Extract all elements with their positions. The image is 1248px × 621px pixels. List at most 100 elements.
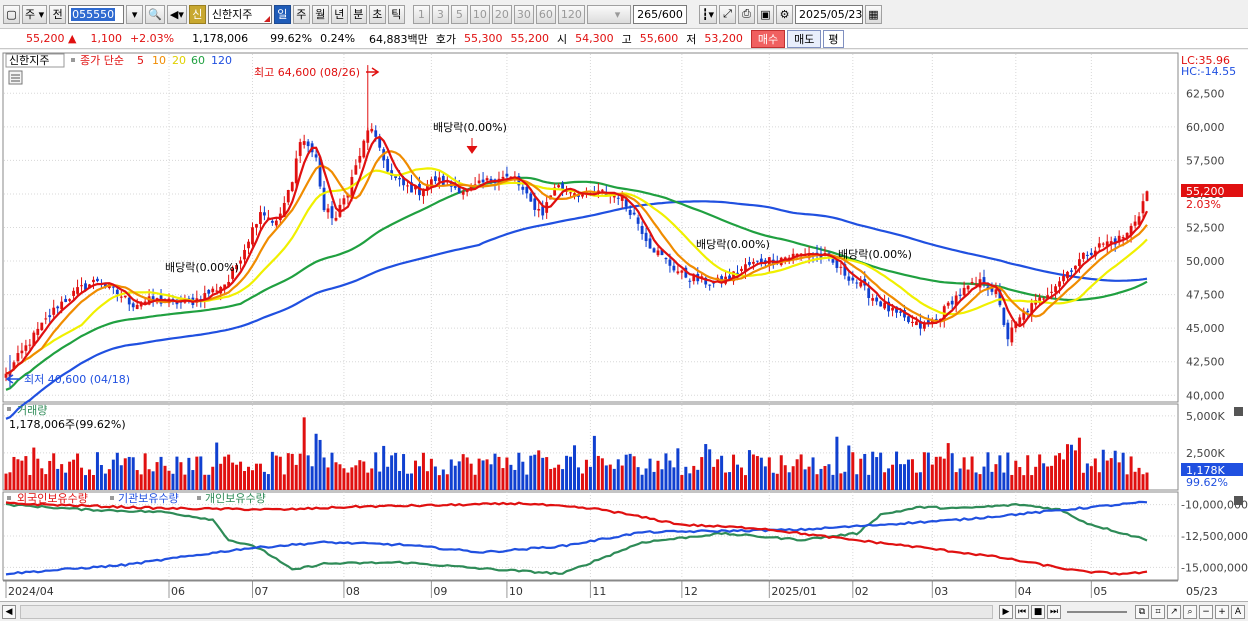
volume-bar — [875, 457, 879, 490]
candle-body — [915, 321, 918, 326]
magnify-icon[interactable]: ⌕ — [1183, 604, 1197, 619]
stop-icon[interactable]: ■ — [1031, 604, 1045, 619]
interval-5[interactable]: 5 — [450, 4, 468, 24]
volume-close-icon[interactable] — [1234, 407, 1243, 416]
chart-area[interactable]: 62,50060,00057,50055,00052,50050,00047,5… — [0, 50, 1248, 602]
sell-button[interactable]: 매도 — [787, 29, 822, 48]
eval-button[interactable]: 평 — [823, 29, 844, 48]
period-tick[interactable]: 틱 — [387, 4, 405, 24]
bar-count-input[interactable]: 265/600 — [632, 4, 687, 24]
legend-stock-box[interactable] — [5, 53, 65, 68]
date-input[interactable]: 2025/05/23 — [795, 4, 863, 24]
speaker-icon[interactable]: ◀▾ — [166, 4, 187, 24]
volume-bar — [350, 467, 354, 490]
zoom-out-icon[interactable]: − — [1199, 604, 1213, 619]
volume-bar — [1101, 449, 1105, 490]
draw-tool-icon[interactable]: ⤢ — [719, 4, 736, 24]
volume-bar — [302, 417, 306, 490]
volume-bar — [294, 464, 298, 490]
interval-10[interactable]: 10 — [469, 4, 490, 24]
stock-code-input[interactable]: 055550 — [68, 4, 125, 24]
interval-1[interactable]: 1 — [412, 4, 430, 24]
interval-60[interactable]: 60 — [535, 4, 556, 24]
low-price: 53,200 — [700, 32, 747, 45]
scroll-right-icon[interactable]: ▶ — [999, 604, 1013, 619]
interval-20[interactable]: 20 — [491, 4, 512, 24]
interval-3[interactable]: 3 — [431, 4, 449, 24]
print-icon[interactable]: ⎙ — [738, 4, 755, 24]
zoom-in-icon[interactable]: + — [1215, 604, 1229, 619]
chart-svg[interactable]: 62,50060,00057,50055,00052,50050,00047,5… — [0, 50, 1248, 602]
chart-type-icon[interactable]: ┇▾ — [698, 4, 717, 24]
candle-body — [282, 202, 286, 217]
zoom-slider[interactable] — [1067, 610, 1127, 613]
period-month[interactable]: 월 — [311, 4, 329, 24]
market-select[interactable]: 주 ▾ — [22, 4, 48, 24]
volume-bar — [883, 472, 887, 490]
gear-icon[interactable]: ⚙ — [776, 4, 793, 24]
period-minute[interactable]: 분 — [349, 4, 367, 24]
last-page-icon[interactable]: ⏭ — [1047, 604, 1061, 619]
volume-bar — [378, 471, 382, 490]
period-second[interactable]: 초 — [368, 4, 386, 24]
layout-icon[interactable]: ⧉ — [1135, 604, 1149, 619]
volume-bar — [1129, 456, 1133, 490]
trend-icon[interactable]: ↗ — [1167, 604, 1181, 619]
candle-body — [1101, 243, 1105, 245]
interval-60-label: 60 — [538, 7, 553, 21]
high-price: 55,600 — [636, 32, 683, 45]
period-type-select[interactable]: 전 — [49, 4, 67, 24]
volume-bar — [362, 461, 366, 490]
candle-body — [1030, 303, 1034, 316]
stock-badge[interactable]: 신 — [188, 4, 206, 24]
candle-body — [903, 310, 906, 318]
price-tick-label: 52,500 — [1186, 222, 1225, 235]
holding-close-icon[interactable] — [1234, 496, 1243, 505]
candle-body — [96, 278, 99, 282]
period-week[interactable]: 주 — [292, 4, 310, 24]
volume-bar — [429, 458, 433, 490]
dividend-note-3: 배당락(0.00%) — [696, 238, 770, 251]
search-icon[interactable]: 🔍 — [145, 4, 165, 24]
period-day[interactable]: 일 — [273, 4, 291, 24]
calendar-icon[interactable]: ▦ — [865, 4, 882, 24]
candle-body — [883, 302, 887, 309]
first-page-icon[interactable]: ⏮ — [1015, 604, 1029, 619]
volume-bar — [270, 451, 274, 490]
candle-body — [1109, 241, 1113, 245]
volume-bar — [12, 456, 16, 490]
volume-bar — [771, 472, 775, 490]
font-icon[interactable]: A — [1231, 604, 1245, 619]
candle-body — [541, 206, 545, 216]
volume-bar — [970, 456, 974, 490]
code-dropdown-icon[interactable]: ▾ — [126, 4, 144, 24]
scroll-left-icon[interactable]: ◀ — [2, 604, 16, 619]
candle-body — [386, 158, 390, 172]
interval-5-label: 5 — [455, 7, 463, 21]
interval-120[interactable]: 120 — [557, 4, 585, 24]
volume-bar — [239, 461, 243, 490]
save-icon[interactable]: ▣ — [757, 4, 774, 24]
window-menu-icon[interactable]: ▢ — [3, 4, 20, 24]
candle-body — [799, 253, 803, 255]
volume-bar — [815, 474, 819, 490]
volume-bar — [465, 457, 469, 490]
stock-name-box[interactable]: 신한지주 — [207, 4, 272, 24]
interval-dropdown[interactable]: ▾ — [586, 4, 631, 24]
candle-body — [28, 344, 32, 346]
volume-bar — [656, 460, 660, 490]
candle-body — [875, 297, 879, 302]
period-year[interactable]: 년 — [330, 4, 348, 24]
volume-ratio: 99.62% — [252, 32, 316, 45]
scroll-track[interactable] — [20, 604, 993, 619]
interval-30[interactable]: 30 — [513, 4, 534, 24]
volume-bar — [1065, 444, 1069, 490]
buy-button[interactable]: 매수 — [750, 29, 786, 48]
volume-bar — [902, 464, 906, 490]
bottom-scrollbar[interactable]: ◀ ▶ ⏮ ■ ⏭ ⧉ ⌗ ↗ ⌕ − + A — [0, 601, 1248, 621]
candle-body — [461, 191, 465, 195]
candle-body — [286, 190, 290, 203]
indicator-icon[interactable]: ⌗ — [1151, 604, 1165, 619]
volume-bar — [958, 468, 962, 490]
volume-bar — [720, 455, 724, 490]
